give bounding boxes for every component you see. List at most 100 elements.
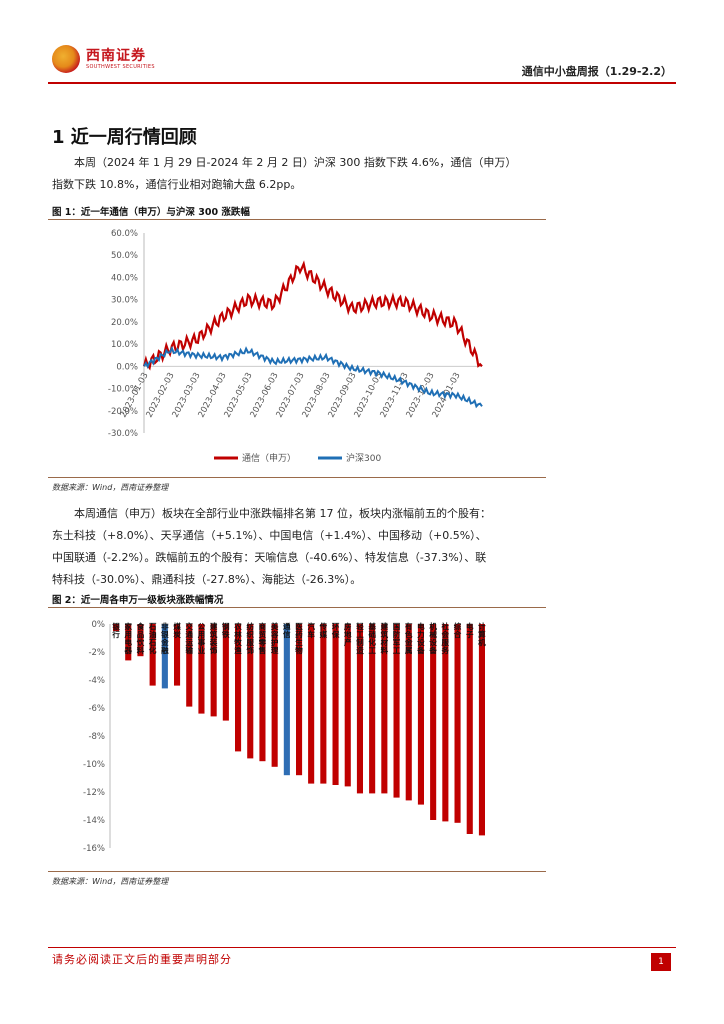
y-tick-label: 0.0%: [116, 362, 138, 372]
x-axis: 2023-01-032023-02-032023-03-032023-04-03…: [119, 371, 463, 419]
bar-5: [174, 624, 181, 686]
bar-13: [271, 624, 278, 767]
category-label: 商贸零售: [258, 621, 267, 655]
bar-7: [198, 624, 205, 714]
legend-label: 通信（申万）: [242, 452, 296, 464]
logo-emblem-icon: [52, 45, 80, 73]
figure2-source: 数据来源：Wind，西南证券整理: [52, 877, 169, 886]
y-tick-label: -16%: [83, 844, 105, 854]
bar-28: [454, 624, 461, 823]
y-tick-label: -10%: [83, 760, 105, 770]
category-label: 医药生物: [295, 622, 303, 655]
section-title: 1 近一周行情回顾: [52, 127, 197, 148]
y-axis: 60.0% 50.0% 40.0% 30.0% 20.0% 10.0% 0.0% -10.0%…: [108, 229, 138, 439]
bar-10: [235, 624, 242, 752]
y-tick-label: -2%: [88, 648, 105, 658]
bar-18: [332, 624, 339, 785]
y-tick-label: -8%: [88, 732, 105, 742]
bar-3: [149, 624, 156, 686]
page-number: 1: [651, 953, 671, 971]
bars: [113, 624, 485, 836]
legend-label: 沪深300: [346, 452, 381, 464]
y-tick-label: -30.0%: [108, 429, 138, 439]
y-tick-label: -10.0%: [108, 385, 138, 395]
category-label: 建筑材料: [380, 621, 389, 655]
figure1-source: 数据来源：Wind，西南证券整理: [52, 483, 169, 492]
bar-22: [381, 624, 388, 794]
category-label: 社会服务: [441, 621, 450, 655]
chart-legend: 通信（申万） 沪深300: [214, 452, 381, 464]
figure2-top-rule: [48, 607, 546, 608]
bar-21: [369, 624, 376, 794]
paragraph-line: 本周通信（申万）板块在全部行业中涨跌幅排名第 17 位，板块内涨幅前五的个股有：: [74, 507, 491, 520]
paragraph-line: 东土科技（+8.0%）、天孚通信（+5.1%）、中国电信（+1.4%）、中国移动…: [52, 529, 487, 542]
y-tick-label: -12%: [83, 788, 105, 798]
category-label: 基础化工: [367, 621, 376, 655]
header-divider: [48, 82, 676, 84]
category-label: 传媒: [319, 621, 328, 639]
y-tick-label: -6%: [88, 704, 105, 714]
bar-11: [247, 624, 254, 759]
category-label: 食品饮料: [136, 621, 145, 655]
category-labels: 银行家用电器食品饮料石油石化非银金融煤炭交通运输公用事业建筑装饰钢铁农林牧渔纺织…: [111, 621, 486, 655]
category-label: 轻工制造: [356, 621, 364, 655]
category-label: 煤炭: [173, 621, 181, 639]
bar-8: [210, 624, 217, 717]
y-tick-label: -4%: [88, 676, 105, 686]
category-label: 公用事业: [198, 622, 206, 655]
bar-2: [137, 624, 144, 657]
bar-12: [259, 624, 266, 762]
category-label: 建筑装饰: [209, 621, 218, 655]
category-label: 农林牧渔: [233, 621, 242, 655]
bar-20: [356, 624, 363, 794]
figure1-bottom-rule: [48, 477, 546, 478]
figure2-bottom-rule: [48, 871, 546, 872]
y-tick-label: 0%: [92, 620, 106, 630]
category-label: 非银金融: [160, 621, 169, 655]
footer-notice: 请务必阅读正文后的重要声明部分: [52, 953, 232, 966]
y-tick-label: -20.0%: [108, 407, 138, 417]
company-logo: 西南证券 SOUTHWEST SECURITIES: [52, 43, 172, 77]
category-label: 钢铁: [222, 621, 230, 639]
paragraph-line: 特科技（-30.0%）、鼎通科技（-27.8%）、海能达（-26.3%）。: [52, 573, 362, 586]
bar-23: [393, 624, 400, 798]
figure1-top-rule: [48, 219, 546, 220]
series-lines: [142, 260, 483, 409]
bar-30: [478, 624, 485, 836]
paragraph-line: 本周（2024 年 1 月 29 日-2024 年 2 月 2 日）沪深 300…: [74, 156, 517, 169]
bar-16: [308, 624, 315, 784]
bar-0: [113, 624, 120, 631]
category-label: 美容护理: [270, 621, 279, 655]
paragraph-industry: 本周通信（申万）板块在全部行业中涨跌幅排名第 17 位，板块内涨幅前五的个股有：…: [52, 503, 546, 591]
bar-25: [417, 624, 424, 805]
category-label: 家用电器: [124, 621, 133, 655]
category-label: 汽车: [307, 621, 315, 639]
bar-27: [442, 624, 449, 822]
figure1-title: 图 1：近一年通信（申万）与沪深 300 涨跌幅: [52, 207, 250, 218]
paragraph-line: 中国联通（-2.2%）。跌幅前五的个股有：天喻信息（-40.6%）、特发信息（-…: [52, 551, 487, 564]
bar-chart: 0% -2% -4% -6% -8% -10% -12% -14% -16% 银行家用电器食品饮…: [83, 620, 486, 854]
bar-24: [405, 624, 412, 801]
y-tick-label: 30.0%: [111, 296, 138, 306]
category-label: 环保: [331, 622, 340, 639]
category-label: 国防军工: [393, 621, 401, 655]
category-label: 交通运输: [186, 621, 194, 655]
category-label: 有色金属: [404, 621, 413, 655]
bar-9: [222, 624, 229, 721]
bar-4: [161, 624, 168, 689]
category-label: 电力设备: [416, 621, 425, 655]
category-label: 纺织服饰: [246, 621, 254, 655]
category-label: 计算机: [478, 621, 486, 647]
bar-19: [344, 624, 351, 787]
footer-divider: [48, 947, 676, 948]
bar-17: [320, 624, 327, 784]
bar-6: [186, 624, 193, 707]
category-label: 石油石化: [148, 622, 157, 655]
category-label: 电子: [466, 621, 474, 639]
category-label: 银行: [111, 621, 120, 639]
bar-1: [125, 624, 132, 661]
report-title: 通信中小盘周报（1.29-2.2）: [521, 65, 672, 78]
series-line-csi300: [143, 345, 483, 409]
y-tick-label: 40.0%: [111, 273, 138, 283]
y-tick-label: -14%: [83, 816, 105, 826]
